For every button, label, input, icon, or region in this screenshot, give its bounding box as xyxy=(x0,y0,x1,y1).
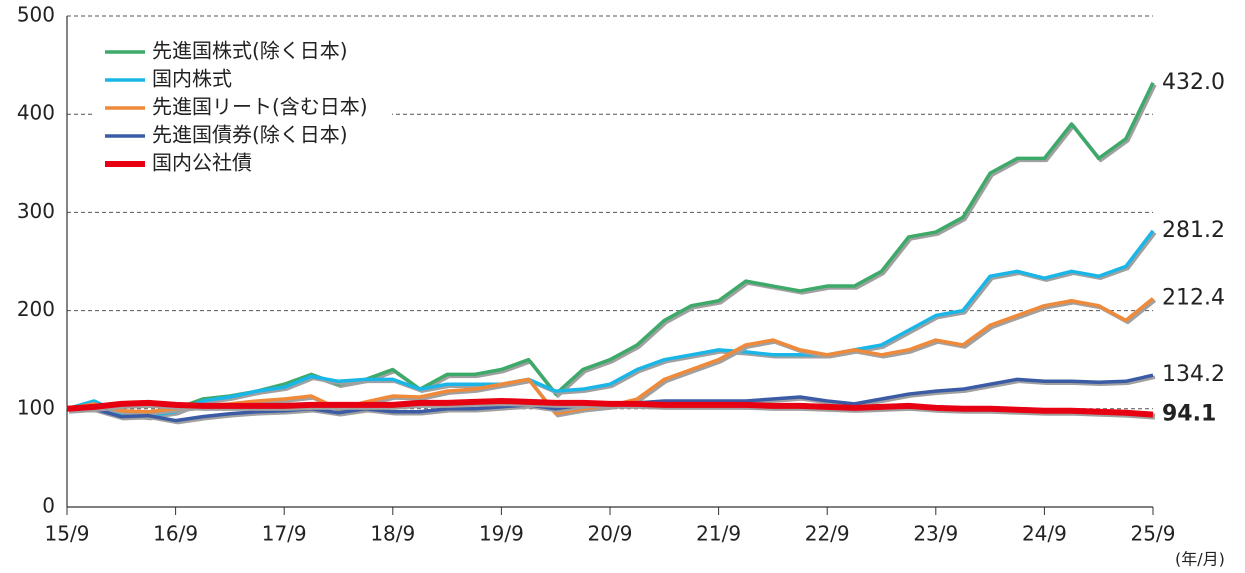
y-tick-label: 0 xyxy=(42,494,55,518)
x-tick-label: 25/9 xyxy=(1131,522,1176,546)
end-value-label: 432.0 xyxy=(1162,70,1225,95)
end-value-label: 134.2 xyxy=(1162,362,1225,387)
y-tick-label: 200 xyxy=(17,297,55,321)
series-line xyxy=(66,397,1154,418)
x-tick-label: 24/9 xyxy=(1022,522,1067,546)
y-tick-label: 400 xyxy=(17,101,55,125)
x-tick-label: 23/9 xyxy=(913,522,958,546)
end-value-label: 94.1 xyxy=(1162,402,1216,427)
x-tick-label: 18/9 xyxy=(370,522,415,546)
end-value-label: 281.2 xyxy=(1162,218,1225,243)
y-tick-label: 100 xyxy=(17,395,55,419)
x-tick-label: 19/9 xyxy=(479,522,524,546)
line-shadow xyxy=(68,231,1157,420)
legend-label: 先進国株式(除く日本) xyxy=(152,39,348,63)
series-line xyxy=(66,229,1155,418)
x-tick-label: 21/9 xyxy=(696,522,741,546)
legend-label: 先進国債券(除く日本) xyxy=(152,123,348,147)
legend-label: 先進国リート(含む日本) xyxy=(152,95,368,119)
legend-label: 国内株式 xyxy=(152,67,232,91)
x-tick-label: 20/9 xyxy=(588,522,633,546)
x-tick-label: 17/9 xyxy=(262,522,307,546)
y-tick-label: 300 xyxy=(17,199,55,223)
end-value-label: 212.4 xyxy=(1162,285,1225,310)
legend-label: 国内公社債 xyxy=(152,151,252,175)
x-tick-label: 15/9 xyxy=(45,522,90,546)
y-tick-label: 500 xyxy=(17,3,55,27)
x-tick-label: 16/9 xyxy=(153,522,198,546)
x-axis-label: (年/月) xyxy=(1175,550,1225,569)
x-tick-label: 22/9 xyxy=(805,522,850,546)
